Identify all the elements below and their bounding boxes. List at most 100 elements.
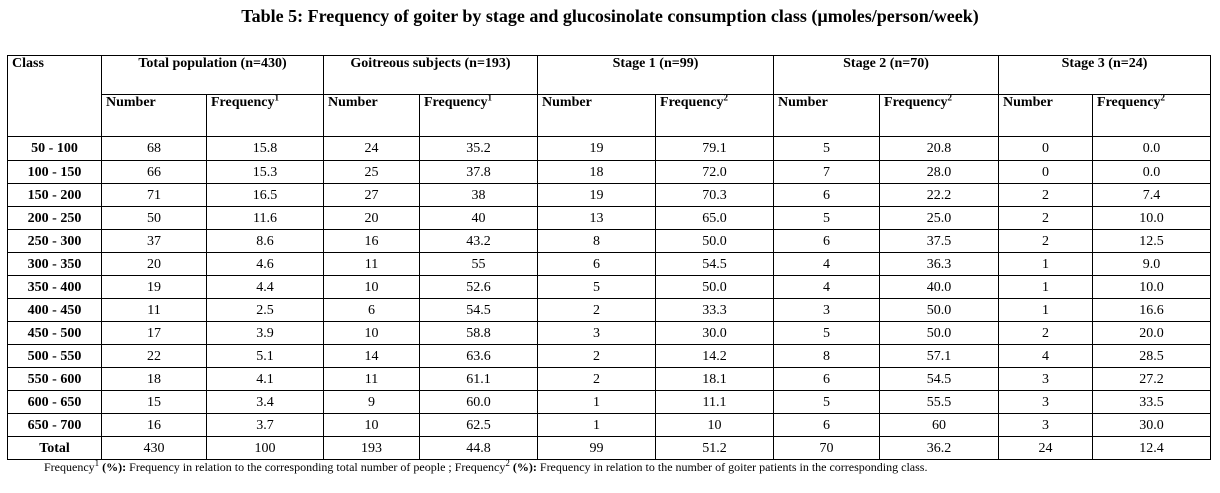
- frequency-cell: 60: [879, 413, 1000, 437]
- frequency-cell: 10.0: [1092, 275, 1212, 299]
- number-cell: 2: [998, 183, 1094, 207]
- number-cell: 20: [323, 206, 420, 230]
- number-cell: 71: [101, 183, 207, 207]
- table-row: 250 - 300 37 8.6 16 43.2 8 50.0 6 37.5 2 12.5: [7, 229, 1212, 253]
- table-row: 550 - 600 18 4.1 11 61.1 2 18.1 6 54.5 3 27.2: [7, 367, 1212, 391]
- frequency-cell: 18.1: [655, 367, 775, 391]
- number-cell: 5: [773, 321, 881, 345]
- frequency-cell: 20.8: [879, 136, 1000, 161]
- number-cell: 1: [998, 275, 1094, 299]
- number-cell: 3: [998, 390, 1094, 414]
- frequency-cell: 37.5: [879, 229, 1000, 253]
- frequency-cell: 16.5: [206, 183, 324, 207]
- number-cell: 2: [537, 298, 657, 322]
- frequency-cell: 37.8: [418, 160, 539, 184]
- frequency-column-header: Frequency1: [206, 93, 324, 137]
- frequency-cell: 15.8: [206, 136, 324, 161]
- number-cell: 1: [537, 390, 657, 414]
- frequency-cell: 36.3: [879, 252, 1000, 276]
- frequency-cell: 72.0: [655, 160, 775, 184]
- number-cell: 193: [323, 436, 420, 460]
- frequency-cell: 7.4: [1092, 183, 1212, 207]
- frequency-cell: 11.1: [655, 390, 775, 414]
- frequency-cell: 57.1: [879, 344, 1000, 368]
- number-cell: 6: [773, 183, 881, 207]
- class-cell: Total: [7, 436, 102, 460]
- number-cell: 6: [537, 252, 657, 276]
- number-cell: 3: [998, 413, 1094, 437]
- frequency-cell: 54.5: [418, 298, 539, 322]
- frequency-column-header: Frequency2: [1092, 93, 1212, 137]
- frequency-cell: 2.5: [206, 298, 324, 322]
- frequency-cell: 44.8: [418, 436, 539, 460]
- number-cell: 2: [998, 321, 1094, 345]
- sub-header-row: Number Frequency1 Number Frequency1 Number Fr…: [8, 92, 1212, 137]
- number-cell: 1: [998, 252, 1094, 276]
- number-cell: 6: [323, 298, 420, 322]
- frequency-cell: 58.8: [418, 321, 539, 345]
- number-cell: 2: [537, 344, 657, 368]
- table-title: Table 5: Frequency of goiter by stage an…: [241, 6, 979, 26]
- footnote-text-2: Frequency in relation to the number of g…: [536, 460, 928, 474]
- footnote-term-1: Frequency: [44, 460, 95, 474]
- number-cell: 4: [773, 252, 881, 276]
- frequency-superscript: 2: [947, 92, 953, 103]
- frequency-cell: 65.0: [655, 206, 775, 230]
- class-cell: 550 - 600: [7, 367, 102, 391]
- number-cell: 4: [773, 275, 881, 299]
- number-cell: 5: [773, 206, 881, 230]
- number-cell: 10: [323, 275, 420, 299]
- class-cell: 300 - 350: [7, 252, 102, 276]
- frequency-cell: 38: [418, 183, 539, 207]
- table-row: 450 - 500 17 3.9 10 58.8 3 30.0 5 50.0 2 20.0: [7, 321, 1212, 345]
- frequency-label: Frequency: [660, 95, 724, 110]
- frequency-cell: 30.0: [655, 321, 775, 345]
- number-cell: 16: [101, 413, 207, 437]
- number-cell: 70: [773, 436, 881, 460]
- frequency-cell: 8.6: [206, 229, 324, 253]
- frequency-cell: 51.2: [655, 436, 775, 460]
- frequency-cell: 79.1: [655, 136, 775, 161]
- frequency-column-header: Frequency2: [655, 93, 775, 137]
- frequency-cell: 0.0: [1092, 160, 1212, 184]
- number-cell: 19: [537, 136, 657, 161]
- frequency-cell: 36.2: [879, 436, 1000, 460]
- footnote-unit-2: (%):: [509, 460, 537, 474]
- number-cell: 3: [773, 298, 881, 322]
- footnote-sup-2: 2: [505, 458, 510, 468]
- frequency-cell: 12.5: [1092, 229, 1212, 253]
- number-cell: 99: [537, 436, 657, 460]
- class-cell: 50 - 100: [7, 136, 102, 161]
- class-cell: 150 - 200: [7, 183, 102, 207]
- frequency-cell: 35.2: [418, 136, 539, 161]
- number-cell: 19: [101, 275, 207, 299]
- frequency-label: Frequency: [884, 95, 948, 110]
- table-row: 100 - 150 66 15.3 25 37.8 18 72.0 7 28.0 0 0.0: [7, 160, 1212, 184]
- number-cell: 1: [537, 413, 657, 437]
- frequency-cell: 14.2: [655, 344, 775, 368]
- frequency-cell: 3.7: [206, 413, 324, 437]
- number-cell: 25: [323, 160, 420, 184]
- number-column-header: Number: [323, 94, 420, 137]
- number-cell: 18: [537, 160, 657, 184]
- frequency-column-header: Frequency1: [418, 93, 539, 137]
- frequency-cell: 54.5: [879, 367, 1000, 391]
- table-row: 650 - 700 16 3.7 10 62.5 1 10 6 60 3 30.0: [7, 413, 1212, 437]
- number-cell: 0: [998, 136, 1094, 161]
- frequency-cell: 43.2: [418, 229, 539, 253]
- frequency-cell: 100: [206, 436, 324, 460]
- number-cell: 15: [101, 390, 207, 414]
- frequency-cell: 10: [655, 413, 775, 437]
- frequency-cell: 3.9: [206, 321, 324, 345]
- number-cell: 8: [773, 344, 881, 368]
- number-cell: 68: [101, 136, 207, 161]
- number-cell: 11: [323, 252, 420, 276]
- frequency-cell: 16.6: [1092, 298, 1212, 322]
- number-cell: 2: [537, 367, 657, 391]
- number-cell: 24: [998, 436, 1094, 460]
- number-cell: 11: [101, 298, 207, 322]
- number-column-header: Number: [101, 94, 207, 137]
- frequency-column-header: Frequency2: [879, 92, 1000, 137]
- frequency-cell: 52.6: [418, 275, 539, 299]
- number-cell: 16: [323, 229, 420, 253]
